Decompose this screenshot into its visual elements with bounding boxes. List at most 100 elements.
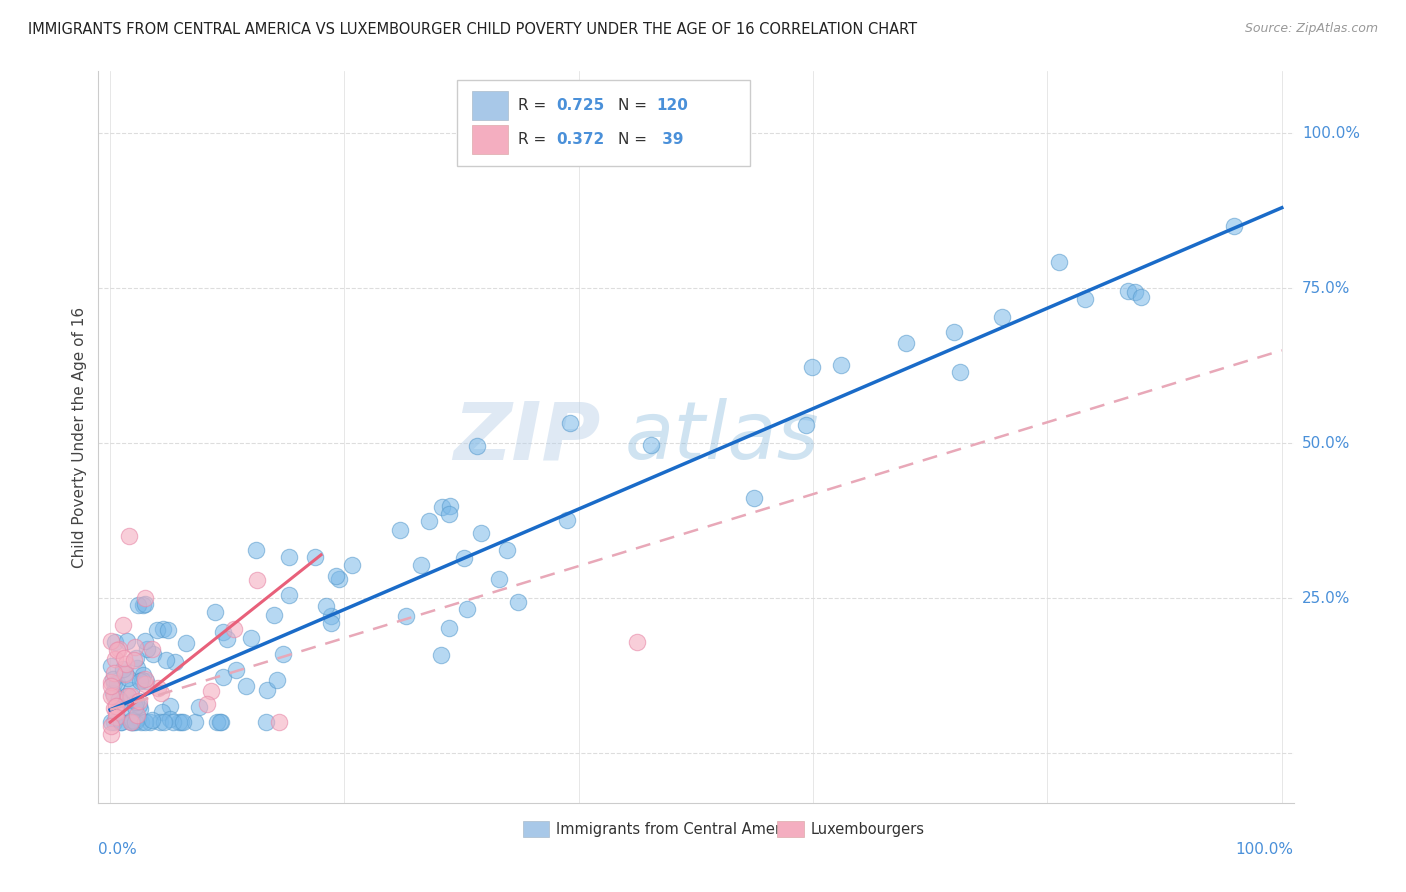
Point	[235, 679, 257, 693]
Point	[142, 647, 165, 661]
Bar	[523, 821, 548, 838]
Point	[121, 715, 143, 730]
Point	[278, 588, 301, 602]
Point	[321, 609, 343, 624]
Text: R =: R =	[517, 98, 546, 113]
Point	[118, 529, 141, 543]
Point	[139, 714, 162, 729]
Point	[100, 658, 122, 673]
Point	[100, 726, 122, 740]
Point	[114, 665, 136, 680]
Point	[167, 715, 190, 730]
Point	[246, 573, 269, 587]
Point	[110, 715, 132, 730]
Point	[269, 715, 291, 730]
Text: 120: 120	[657, 98, 689, 113]
Point	[129, 674, 152, 689]
Point	[127, 661, 149, 675]
Point	[128, 693, 150, 707]
Point	[153, 715, 176, 730]
Point	[121, 713, 143, 727]
Point	[129, 715, 152, 730]
Point	[128, 702, 150, 716]
Text: 0.0%: 0.0%	[98, 842, 138, 856]
Point	[104, 635, 127, 649]
Point	[266, 673, 288, 687]
Point	[112, 618, 135, 632]
Point	[127, 708, 149, 723]
FancyBboxPatch shape	[457, 80, 749, 167]
Point	[325, 569, 347, 583]
Point	[801, 360, 824, 375]
Point	[104, 710, 127, 724]
Point	[114, 705, 136, 719]
Point	[159, 699, 181, 714]
Point	[121, 683, 143, 698]
Point	[172, 715, 194, 730]
Point	[942, 325, 965, 339]
Point	[640, 438, 662, 452]
Point	[131, 668, 153, 682]
Point	[205, 715, 228, 730]
Point	[342, 558, 364, 572]
Point	[245, 542, 267, 557]
Point	[439, 499, 461, 513]
Point	[131, 673, 153, 687]
Point	[215, 632, 238, 647]
Point	[152, 622, 174, 636]
Point	[508, 595, 530, 609]
Point	[134, 715, 156, 730]
Point	[121, 715, 143, 730]
Point	[112, 650, 135, 665]
Point	[453, 551, 475, 566]
Point	[134, 597, 156, 611]
Point	[124, 715, 146, 730]
Point	[127, 598, 149, 612]
Point	[124, 640, 146, 655]
Point	[204, 605, 226, 619]
Point	[211, 624, 233, 639]
Point	[200, 684, 222, 698]
Text: Luxembourgers: Luxembourgers	[811, 822, 925, 837]
Point	[560, 416, 582, 430]
Point	[225, 663, 247, 677]
Point	[132, 598, 155, 612]
Text: atlas: atlas	[624, 398, 820, 476]
Point	[100, 633, 122, 648]
Point	[134, 677, 156, 691]
Point	[100, 690, 122, 704]
Text: 39: 39	[657, 132, 683, 147]
Point	[100, 719, 122, 733]
Point	[103, 689, 125, 703]
Point	[395, 608, 418, 623]
Point	[209, 715, 232, 730]
Point	[239, 631, 262, 645]
Point	[115, 657, 138, 672]
Point	[105, 705, 128, 719]
Point	[100, 715, 122, 730]
Text: 0.725: 0.725	[557, 98, 605, 113]
Point	[101, 672, 124, 686]
Point	[457, 601, 479, 615]
Text: 0.372: 0.372	[557, 132, 605, 147]
Text: R =: R =	[517, 132, 546, 147]
Point	[432, 500, 454, 514]
Point	[105, 676, 128, 690]
Point	[159, 712, 181, 726]
Point	[304, 549, 326, 564]
Point	[104, 651, 127, 665]
Point	[120, 715, 142, 730]
Point	[389, 524, 412, 538]
Point	[794, 417, 817, 432]
Point	[278, 550, 301, 565]
Point	[263, 607, 285, 622]
Point	[465, 439, 488, 453]
Text: N =: N =	[619, 132, 647, 147]
Point	[1116, 284, 1139, 298]
Point	[894, 336, 917, 351]
Point	[110, 715, 132, 730]
Point	[949, 365, 972, 379]
Point	[437, 507, 460, 521]
Point	[128, 698, 150, 712]
Point	[149, 715, 172, 730]
